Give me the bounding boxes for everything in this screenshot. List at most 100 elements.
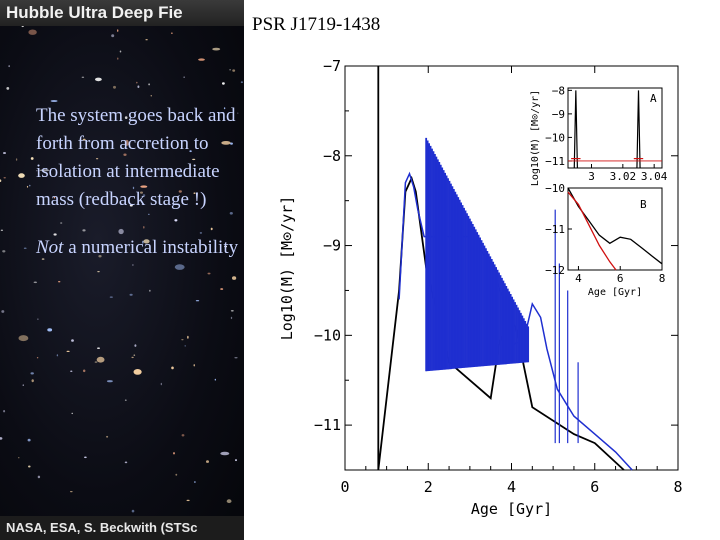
galaxy — [145, 39, 148, 41]
galaxy — [195, 300, 200, 302]
inset-a-y-tick-label: −9 — [552, 108, 565, 121]
galaxy — [66, 350, 70, 352]
galaxy — [187, 335, 189, 339]
galaxy — [53, 233, 57, 236]
galaxy — [148, 83, 150, 86]
galaxy — [28, 29, 37, 35]
galaxy — [3, 410, 6, 413]
inset-a-plot: −8 −9 −10 −11 3 3.02 3.04 A Log10(M) [M⊙/yr] — [530, 84, 668, 186]
galaxy — [171, 366, 174, 370]
galaxy — [84, 456, 87, 459]
inset-a-frame — [567, 87, 663, 169]
x-tick-label: 8 — [673, 478, 682, 496]
inset-a-x-tick-label: 3.02 — [610, 170, 637, 183]
galaxy — [95, 77, 102, 82]
galaxy — [129, 204, 133, 207]
inset-b-frame — [567, 187, 663, 271]
galaxy — [47, 328, 53, 332]
galaxy — [83, 369, 86, 373]
x-tick-label: 0 — [340, 478, 349, 496]
inset-a-x-tick-label: 3 — [588, 170, 595, 183]
galaxy — [106, 380, 113, 383]
x-tick-label: 4 — [507, 478, 516, 496]
inset-b-x-axis-label: Age [Gyr] — [588, 287, 642, 298]
galaxy — [140, 185, 148, 188]
galaxy — [56, 354, 59, 357]
galaxy — [39, 169, 50, 172]
galaxy — [193, 192, 196, 194]
galaxy — [192, 158, 196, 161]
galaxy — [210, 227, 213, 231]
galaxy — [123, 153, 127, 156]
slide-body-text: The system goes back and forth from accr… — [36, 102, 241, 262]
galaxy — [113, 85, 116, 89]
galaxy — [212, 47, 221, 51]
galaxy — [207, 272, 211, 275]
y-tick-label: −7 — [323, 58, 341, 75]
hubble-deep-field-image: Hubble Ultra Deep Fie NASA, ESA, S. Beck… — [0, 0, 244, 540]
galaxy — [234, 357, 238, 359]
galaxy — [175, 473, 178, 476]
body-paragraph-1: The system goes back and forth from accr… — [36, 105, 236, 210]
galaxy — [28, 465, 31, 468]
galaxy — [199, 232, 203, 234]
galaxy — [134, 344, 137, 347]
x-axis-label: Age [Gyr] — [471, 500, 552, 518]
galaxy — [98, 255, 102, 258]
inset-b-red-line — [567, 191, 617, 271]
galaxy — [143, 239, 150, 244]
galaxy-field — [0, 25, 243, 513]
inset-b-y-tick-label: −12 — [545, 264, 565, 277]
galaxy — [133, 354, 136, 356]
galaxy — [150, 95, 152, 97]
galaxy — [221, 141, 231, 145]
inset-b-y-tick-label: −11 — [545, 223, 565, 236]
galaxy — [124, 399, 127, 402]
galaxy — [37, 318, 39, 320]
galaxy — [223, 107, 226, 110]
galaxy — [184, 345, 186, 347]
galaxy — [142, 240, 144, 244]
galaxy — [230, 310, 234, 312]
galaxy — [106, 435, 109, 438]
galaxy — [26, 185, 29, 188]
inset-b-x-tick-label: 8 — [659, 272, 666, 285]
galaxy — [53, 196, 56, 199]
galaxy — [58, 281, 61, 283]
galaxy — [178, 190, 182, 193]
inset-a-x-tick-label: 3.04 — [641, 170, 668, 183]
galaxy — [41, 258, 45, 260]
galaxy — [149, 289, 151, 292]
galaxy — [148, 213, 150, 215]
galaxy — [220, 288, 224, 290]
galaxy — [160, 382, 162, 386]
y-tick-label: −9 — [323, 237, 341, 255]
galaxy — [137, 85, 140, 88]
galaxy — [206, 460, 209, 463]
galaxy — [15, 158, 18, 161]
galaxy — [3, 152, 6, 154]
galaxy — [230, 142, 233, 145]
galaxy — [23, 247, 27, 249]
galaxy — [224, 245, 228, 248]
galaxy — [97, 271, 100, 273]
x-tick-label: 2 — [424, 478, 433, 496]
galaxy — [50, 100, 58, 102]
inset-a-spike — [573, 90, 578, 169]
inset-a-spike — [636, 90, 641, 169]
galaxy — [6, 87, 10, 90]
galaxy — [71, 339, 74, 342]
main-plot: 0 2 4 6 8 −7 −8 −9 −10 −11 Age [Gyr] Log10(M) [M⊙/y… — [278, 58, 683, 518]
inset-a-y-tick-label: −10 — [545, 131, 565, 144]
galaxy — [71, 412, 73, 415]
y-tick-label: −11 — [314, 416, 341, 434]
galaxy — [189, 150, 192, 153]
galaxy — [140, 191, 143, 194]
galaxy — [119, 50, 122, 53]
galaxy — [2, 250, 6, 253]
galaxy — [133, 369, 142, 375]
galaxy — [81, 76, 85, 79]
galaxy — [18, 457, 20, 459]
galaxy — [117, 57, 119, 60]
galaxy — [1, 310, 5, 313]
